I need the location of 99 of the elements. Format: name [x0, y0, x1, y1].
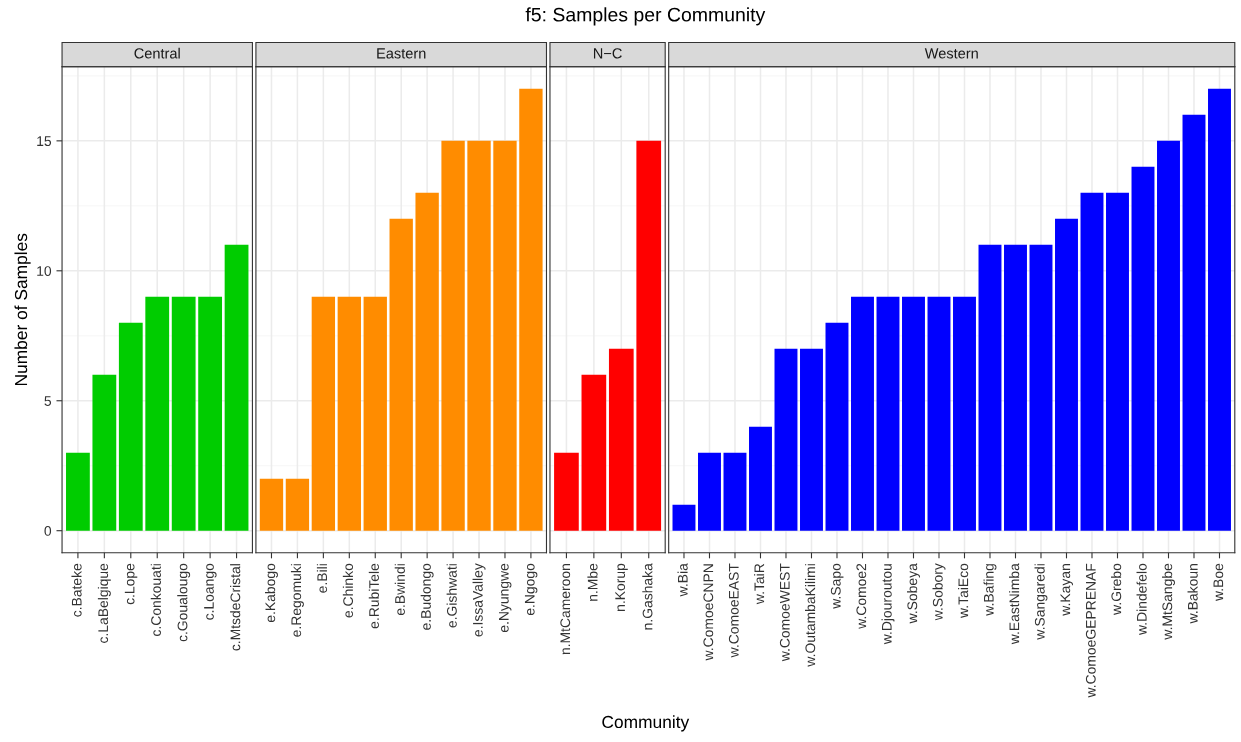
x-tick-label: c.Lope	[124, 563, 138, 605]
x-tick-label: w.OutambaKilimi	[805, 564, 816, 667]
chart-title: N−C	[593, 48, 622, 59]
x-tick-label: w.Djouroutou	[881, 564, 895, 645]
x-tick-label: e.Budongo	[420, 563, 434, 630]
bar	[415, 192, 439, 531]
y-tick-label: 10	[37, 266, 52, 276]
bar	[1106, 192, 1129, 531]
x-tick-label: n.Korup	[615, 563, 628, 611]
x-tick-label: w.Comoe2	[856, 563, 867, 629]
x-tick-label: e.Bili	[316, 564, 328, 593]
bar	[1055, 218, 1078, 531]
bar	[636, 140, 662, 531]
y-axis-title: Number of Samples	[14, 233, 31, 386]
x-tick-label: c.Conkouati	[150, 564, 161, 636]
bar	[723, 452, 747, 531]
bar	[389, 218, 413, 531]
bar	[118, 322, 143, 531]
text: Community	[602, 715, 690, 732]
bar	[902, 296, 925, 531]
bar	[441, 140, 465, 531]
bar	[608, 348, 634, 531]
x-tick-label: w.TaiEco	[958, 563, 969, 619]
bar	[698, 452, 721, 531]
x-tick-label: c.MtsdeCristal	[230, 564, 241, 651]
x-tick-label: e.Chinko	[342, 563, 354, 618]
x-tick-label: w.TaiR	[754, 563, 765, 605]
bar	[1182, 114, 1206, 531]
bar	[800, 348, 823, 531]
x-tick-label: n.MtCameroon	[560, 564, 571, 655]
chart-title: Western	[924, 48, 978, 59]
bar	[953, 296, 976, 531]
x-tick-label: e.Nyungwe	[499, 563, 512, 633]
bar	[774, 348, 798, 531]
bar	[851, 296, 874, 531]
bar	[978, 244, 1002, 531]
x-tick-label: w.Grebo	[1111, 563, 1122, 615]
x-tick-label: e.Gishwati	[446, 564, 457, 628]
x-tick-label: w.Bakoun	[1187, 564, 1198, 624]
x-tick-label: e.Kabogo	[265, 563, 278, 623]
text: f5: Samples per Community	[525, 7, 766, 26]
bar	[1029, 244, 1053, 531]
bar	[145, 296, 170, 531]
bar	[825, 322, 849, 531]
x-tick-label: c.Goualougo	[177, 563, 191, 642]
bar	[363, 296, 387, 531]
x-tick-label: e.IssaValley	[472, 563, 486, 637]
x-tick-label: w.Boe	[1213, 563, 1224, 602]
chart-title: Eastern	[377, 48, 426, 59]
bar	[493, 140, 517, 531]
bar	[285, 478, 310, 531]
x-tick-label: w.MtSangbe	[1162, 563, 1175, 640]
bar	[1157, 140, 1180, 531]
bar	[1208, 88, 1231, 531]
bar	[224, 244, 249, 531]
bar	[927, 296, 951, 531]
chart-title: Central	[134, 47, 180, 59]
x-tick-label: w.Sapo	[830, 563, 844, 609]
x-tick-label: c.LaBelgique	[97, 563, 111, 643]
x-tick-label: w.Sobeya	[907, 563, 920, 624]
x-tick-label: c.Bateke	[71, 563, 82, 617]
bar	[311, 296, 336, 531]
bar	[171, 296, 196, 531]
x-tick-label: e.RubiTele	[368, 563, 379, 629]
bar	[198, 296, 223, 531]
bar	[1080, 192, 1104, 531]
x-tick-label: e.Bwindi	[394, 564, 405, 616]
bar	[554, 452, 579, 531]
x-tick-label: n.Mbe	[587, 563, 598, 601]
x-tick-label: w.Bia	[677, 563, 688, 597]
bar	[519, 88, 543, 531]
x-tick-label: e.Ngogo	[524, 563, 538, 616]
bar	[1004, 244, 1027, 531]
x-tick-label: w.Kayan	[1060, 564, 1073, 616]
bar	[66, 452, 90, 531]
x-tick-label: e.Regomuki	[290, 564, 304, 637]
y-tick-label: 5	[44, 396, 52, 406]
bar	[672, 504, 696, 531]
x-tick-label: w.Dindefelo	[1136, 563, 1147, 636]
x-tick-label: w.Bafing	[983, 564, 997, 616]
x-tick-label: w.Sobory	[932, 563, 946, 621]
x-tick-label: w.ComoeGEPRENAF	[1085, 563, 1096, 698]
bar	[1131, 166, 1155, 531]
bar	[876, 296, 900, 531]
y-tick-label: 0	[44, 526, 52, 536]
x-tick-label: c.Loango	[204, 563, 217, 620]
x-tick-label: w.ComoeCNPN	[703, 564, 714, 661]
bar	[581, 374, 607, 531]
x-tick-label: w.ComoeEAST	[728, 563, 739, 658]
bar	[259, 478, 284, 531]
bar	[337, 296, 361, 531]
x-tick-label: w.EastNimba	[1009, 563, 1020, 645]
y-tick-label: 15	[37, 136, 52, 147]
x-tick-label: w.Sangaredi	[1034, 564, 1048, 640]
bar	[749, 426, 772, 531]
bar	[467, 140, 491, 531]
x-tick-label: w.ComoeWEST	[779, 563, 790, 662]
x-tick-label: n.Gashaka	[642, 563, 653, 630]
bar	[92, 374, 117, 531]
